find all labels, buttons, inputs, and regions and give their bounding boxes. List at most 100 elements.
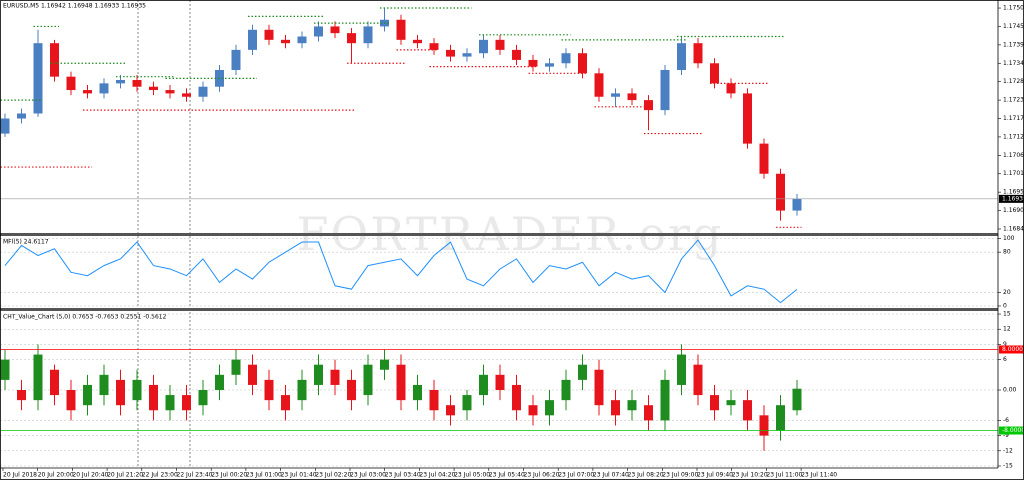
time-label: 20 Jul 20:40: [72, 472, 108, 479]
y-tick-label: -6: [1003, 417, 1009, 424]
y-tick-label: 1.16845: [1003, 225, 1024, 232]
y-tick-label: 80: [1003, 249, 1011, 256]
candle-body: [627, 400, 637, 411]
time-label: 23 Jul 01:40: [281, 472, 317, 479]
y-tick-label: 1.17010: [1003, 170, 1024, 177]
candle-body: [776, 405, 785, 431]
candle-body: [413, 384, 422, 401]
candle-body: [677, 43, 686, 70]
y-tick-label: 20: [1003, 289, 1011, 296]
last-price-label: 1.16935: [1002, 195, 1024, 202]
candle-body: [660, 379, 670, 421]
candle-body: [446, 49, 455, 57]
y-tick-label: 1.17450: [1003, 23, 1024, 30]
candle-body: [611, 93, 620, 97]
candle-body: [33, 43, 43, 114]
y-tick-label: 1.17505: [1003, 5, 1024, 12]
candle-body: [99, 83, 109, 94]
candle-body: [545, 400, 554, 416]
candle-body: [99, 374, 109, 396]
candle-body: [17, 113, 26, 119]
candle-body: [83, 90, 92, 94]
time-label: 23 Jul 09:40: [697, 472, 733, 479]
level-box: [999, 345, 1024, 354]
time-label: 20 Jul 20:00: [38, 472, 74, 479]
last-price-box: [999, 194, 1024, 203]
candle-body: [693, 43, 703, 64]
pane-title: MFI(5) 24.6117: [3, 239, 49, 246]
time-label: 23 Jul 05:00: [454, 472, 490, 479]
candle-body: [561, 379, 571, 401]
time-label: 23 Jul 02:20: [315, 472, 351, 479]
candle-body: [545, 63, 554, 67]
candle-body: [363, 26, 373, 44]
time-label: 23 Jul 03:00: [350, 472, 386, 479]
candle-body: [792, 198, 802, 211]
y-tick-label: 1.17120: [1003, 133, 1024, 140]
candle-body: [528, 59, 538, 67]
candle-body: [281, 39, 290, 44]
time-label: 20 Jul 21:20: [107, 472, 143, 479]
candle-body: [495, 39, 505, 50]
y-tick-label: 12: [1003, 326, 1011, 333]
candle-body: [215, 374, 224, 391]
candle-body: [759, 143, 769, 174]
candle-body: [281, 395, 290, 411]
y-tick-label: 15: [1003, 311, 1011, 318]
mfi-line: [4, 239, 798, 304]
time-label: 23 Jul 00:20: [211, 472, 247, 479]
candle-body: [660, 69, 670, 111]
time-label: 22 Jul 23:40: [177, 472, 213, 479]
y-tick-label: -9: [1003, 432, 1009, 439]
candle-body: [248, 29, 257, 50]
candle-body: [446, 405, 455, 416]
candle-body: [347, 33, 356, 44]
candle-body: [198, 86, 208, 97]
candle-body: [462, 53, 472, 57]
candle-body: [726, 83, 736, 94]
candle-body: [231, 49, 241, 70]
candle-body: [594, 369, 604, 406]
candle-body: [429, 43, 439, 50]
time-label: 23 Jul 10:20: [732, 472, 768, 479]
candle-body: [479, 39, 488, 54]
pane-title: EURUSD,M5 1.16942 1.16948 1.16933 1.1693…: [3, 3, 146, 10]
candle-body: [792, 388, 802, 411]
candle-body: [264, 29, 274, 40]
candle-body: [726, 400, 736, 406]
y-tick-label: 1.16900: [1003, 207, 1024, 214]
candle-body: [347, 379, 356, 401]
time-label: 23 Jul 11:00: [766, 472, 802, 479]
candle-body: [0, 359, 10, 380]
level-label: -8.0000: [1002, 427, 1024, 434]
candle-body: [50, 43, 59, 77]
candle-body: [314, 26, 323, 37]
candle-body: [50, 369, 59, 396]
candle-body: [264, 379, 274, 401]
y-tick-label: 0.00: [1003, 387, 1017, 394]
candle-body: [182, 93, 191, 97]
y-tick-label: -15: [1003, 462, 1013, 469]
y-tick-label: 1.17230: [1003, 97, 1024, 104]
candle-body: [710, 63, 719, 84]
candle-body: [17, 390, 26, 401]
y-tick-label: -12: [1003, 447, 1013, 454]
candle-body: [66, 76, 76, 91]
y-tick-label: 1.17175: [1003, 115, 1024, 122]
candle-body: [116, 379, 125, 406]
level-label: 8.0000: [1002, 346, 1023, 353]
candle-body: [297, 36, 307, 44]
candle-body: [0, 118, 10, 134]
time-label: 20 Jul 2018: [3, 472, 37, 479]
time-label: 23 Jul 08:20: [628, 472, 664, 479]
candle-body: [83, 384, 92, 406]
candle-body: [66, 390, 76, 411]
time-label: 23 Jul 03:40: [385, 472, 421, 479]
candle-body: [182, 395, 191, 411]
candle-body: [561, 53, 571, 64]
y-tick-label: 100: [1003, 235, 1015, 242]
candle-body: [198, 390, 208, 406]
time-label: 23 Jul 07:40: [593, 472, 629, 479]
candle-body: [594, 73, 604, 97]
